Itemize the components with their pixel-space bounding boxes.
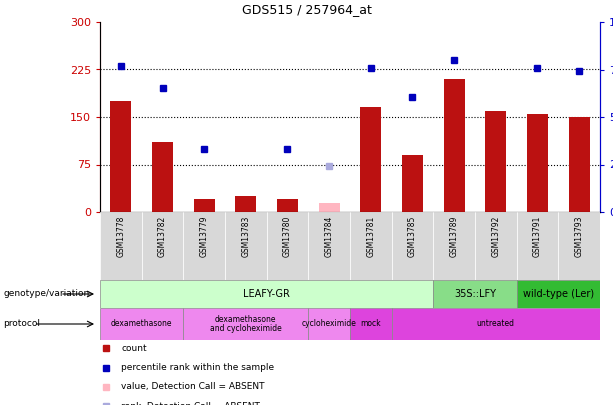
Text: dexamethasone: dexamethasone <box>111 320 172 328</box>
Bar <box>142 212 183 280</box>
Text: GSM13781: GSM13781 <box>367 215 375 257</box>
Bar <box>277 199 298 212</box>
Text: GSM13785: GSM13785 <box>408 215 417 257</box>
Bar <box>433 280 517 308</box>
Bar <box>225 212 267 280</box>
Bar <box>100 308 183 340</box>
Text: wild-type (Ler): wild-type (Ler) <box>523 289 594 299</box>
Bar <box>308 308 350 340</box>
Text: rank, Detection Call = ABSENT: rank, Detection Call = ABSENT <box>121 402 261 405</box>
Bar <box>100 212 142 280</box>
Bar <box>558 212 600 280</box>
Text: LEAFY-GR: LEAFY-GR <box>243 289 290 299</box>
Bar <box>517 212 558 280</box>
Text: 35S::LFY: 35S::LFY <box>454 289 496 299</box>
Text: GSM13780: GSM13780 <box>283 215 292 257</box>
Text: GSM13783: GSM13783 <box>242 215 250 257</box>
Bar <box>100 280 433 308</box>
Bar <box>569 117 590 212</box>
Text: cycloheximide: cycloheximide <box>302 320 357 328</box>
Text: GSM13778: GSM13778 <box>116 215 125 257</box>
Bar <box>235 196 256 212</box>
Bar <box>475 212 517 280</box>
Text: GSM13791: GSM13791 <box>533 215 542 257</box>
Bar <box>517 280 600 308</box>
Bar <box>267 212 308 280</box>
Text: GSM13792: GSM13792 <box>492 215 500 257</box>
Bar <box>392 308 600 340</box>
Text: GSM13789: GSM13789 <box>450 215 459 257</box>
Text: percentile rank within the sample: percentile rank within the sample <box>121 363 275 372</box>
Text: mock: mock <box>360 320 381 328</box>
Bar <box>485 111 506 212</box>
Text: protocol: protocol <box>3 320 40 328</box>
Bar <box>152 142 173 212</box>
Text: untreated: untreated <box>477 320 515 328</box>
Text: GSM13779: GSM13779 <box>200 215 208 257</box>
Bar <box>194 199 215 212</box>
Bar <box>350 308 392 340</box>
Bar <box>319 202 340 212</box>
Bar <box>360 107 381 212</box>
Bar <box>350 212 392 280</box>
Text: GSM13793: GSM13793 <box>574 215 584 257</box>
Text: GSM13784: GSM13784 <box>325 215 333 257</box>
Bar <box>308 212 350 280</box>
Text: GDS515 / 257964_at: GDS515 / 257964_at <box>242 3 371 16</box>
Bar <box>183 308 308 340</box>
Bar <box>402 155 423 212</box>
Bar <box>392 212 433 280</box>
Text: count: count <box>121 343 147 353</box>
Bar <box>527 114 548 212</box>
Text: dexamethasone
and cycloheximide: dexamethasone and cycloheximide <box>210 315 282 333</box>
Text: genotype/variation: genotype/variation <box>3 290 89 298</box>
Bar <box>444 79 465 212</box>
Bar <box>110 101 131 212</box>
Text: GSM13782: GSM13782 <box>158 215 167 257</box>
Text: value, Detection Call = ABSENT: value, Detection Call = ABSENT <box>121 382 265 392</box>
Bar <box>183 212 225 280</box>
Bar <box>433 212 475 280</box>
